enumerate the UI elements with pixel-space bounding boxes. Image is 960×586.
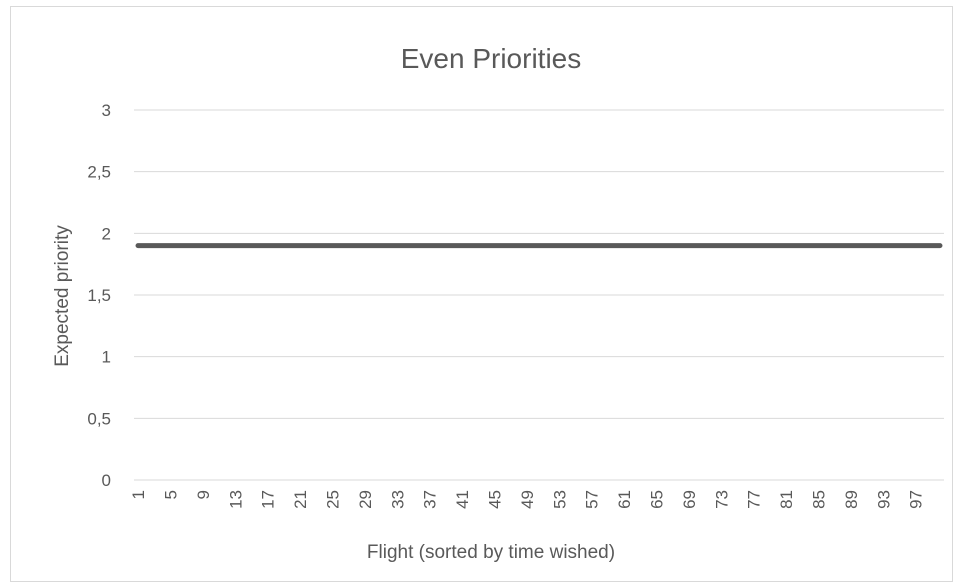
- x-tick-label: 1: [129, 490, 148, 499]
- y-tick-label: 3: [102, 101, 111, 120]
- x-axis-label: Flight (sorted by time wished): [367, 542, 615, 563]
- x-tick-label: 49: [518, 490, 537, 509]
- x-tick-label: 13: [226, 490, 245, 509]
- x-tick-label: 81: [777, 490, 796, 509]
- x-tick-label: 53: [550, 490, 569, 509]
- chart-area: [10, 6, 953, 582]
- x-tick-label: 37: [421, 490, 440, 509]
- x-tick-label: 85: [809, 490, 828, 509]
- y-tick-label: 0: [102, 471, 111, 490]
- x-tick-label: 61: [615, 490, 634, 509]
- y-tick-label: 1: [102, 348, 111, 367]
- x-tick-label: 77: [745, 490, 764, 509]
- x-tick-label: 5: [161, 490, 180, 499]
- x-tick-label: 93: [874, 490, 893, 509]
- x-tick-label: 97: [907, 490, 926, 509]
- x-tick-label: 21: [291, 490, 310, 509]
- x-tick-label: 45: [485, 490, 504, 509]
- x-tick-label: 69: [680, 490, 699, 509]
- x-tick-label: 33: [388, 490, 407, 509]
- x-tick-label: 17: [259, 490, 278, 509]
- chart-title: Even Priorities: [401, 43, 582, 74]
- x-tick-label: 73: [712, 490, 731, 509]
- x-tick-label: 25: [323, 490, 342, 509]
- x-tick-label: 65: [647, 490, 666, 509]
- x-tick-label: 89: [842, 490, 861, 509]
- x-tick-label: 41: [453, 490, 472, 509]
- y-tick-label: 1,5: [87, 286, 111, 305]
- x-axis-tick-labels: 1 5 9 13 17 21 25 29 33 37 41 45 49 53 57 61 65 69 73 77 81 8…: [129, 490, 926, 509]
- x-tick-label: 29: [356, 490, 375, 509]
- x-tick-label: 57: [583, 490, 602, 509]
- x-tick-label: 9: [194, 490, 213, 499]
- y-tick-label: 2: [102, 224, 111, 243]
- y-tick-label: 2,5: [87, 163, 111, 182]
- gridlines: [134, 109, 944, 481]
- y-axis-label: Expected priority: [52, 225, 73, 367]
- y-axis-tick-labels: 0 0,5 1 1,5 2 2,5 3: [87, 101, 111, 490]
- y-tick-label: 0,5: [87, 409, 111, 428]
